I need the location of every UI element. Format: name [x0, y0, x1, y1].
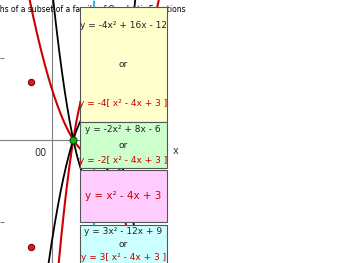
Text: y = -4[ x² - 4x + 3 ]: y = -4[ x² - 4x + 3 ]	[79, 99, 167, 108]
Text: y = -4x² + 16x - 12: y = -4x² + 16x - 12	[80, 21, 166, 30]
Text: x: x	[173, 146, 178, 156]
Text: y = -2x² + 8x - 6: y = -2x² + 8x - 6	[85, 125, 161, 134]
Text: y = 3x² - 12x + 9: y = 3x² - 12x + 9	[84, 227, 162, 236]
Text: 00: 00	[35, 148, 47, 158]
Text: y = x² - 4x + 3: y = x² - 4x + 3	[85, 191, 161, 201]
Text: or: or	[119, 60, 128, 69]
Text: or: or	[119, 141, 128, 150]
Text: Graphs of a subset of a family of Quadratic Functions: Graphs of a subset of a family of Quadra…	[0, 5, 186, 14]
Text: y = 3[ x² - 4x + 3 ]: y = 3[ x² - 4x + 3 ]	[81, 253, 166, 262]
Text: y = -2[ x² - 4x + 3 ]: y = -2[ x² - 4x + 3 ]	[79, 156, 167, 165]
Text: or: or	[119, 240, 128, 249]
